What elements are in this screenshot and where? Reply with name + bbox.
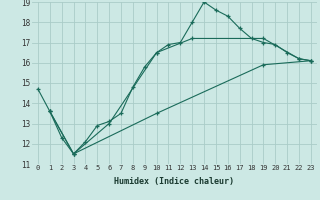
X-axis label: Humidex (Indice chaleur): Humidex (Indice chaleur) bbox=[115, 177, 234, 186]
